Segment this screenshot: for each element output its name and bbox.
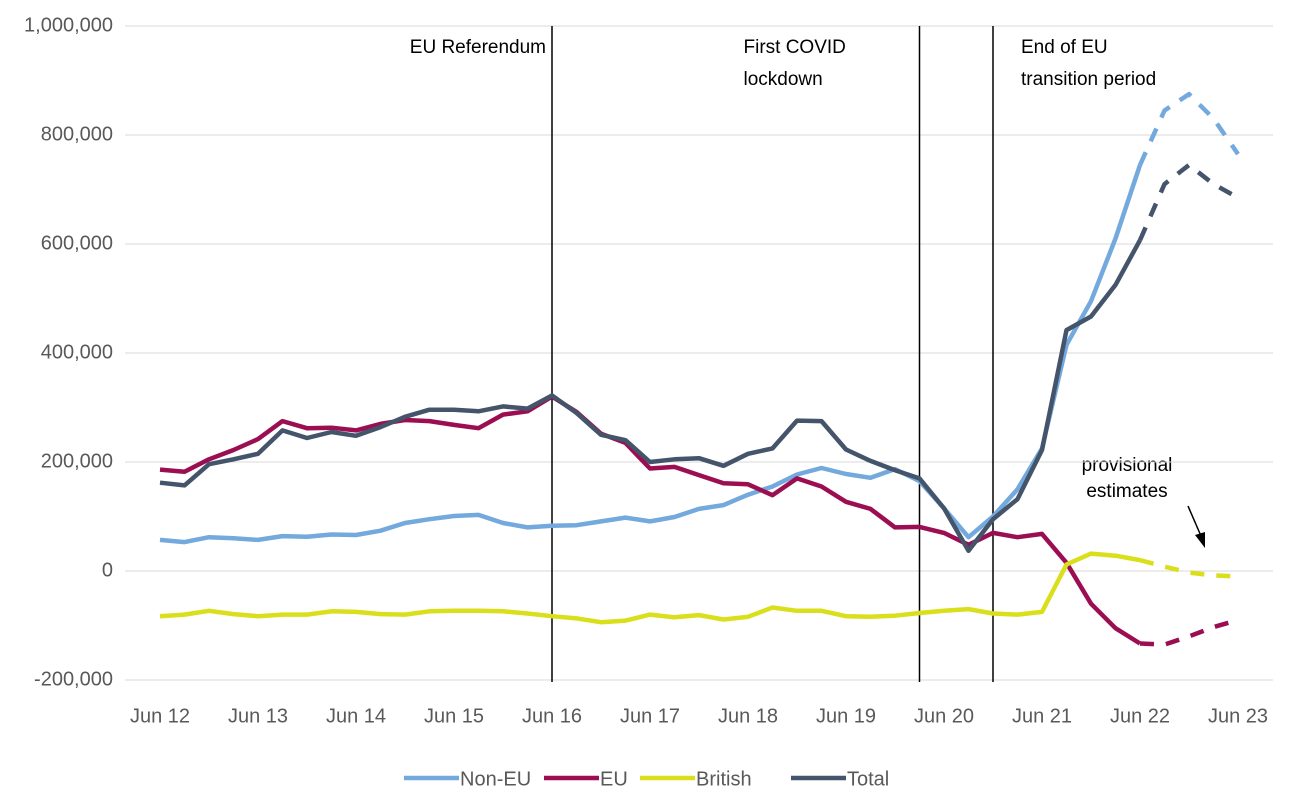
x-tick-label: Jun 23 — [1208, 705, 1268, 727]
event-label: transition period — [1021, 69, 1156, 90]
note-arrowhead — [1195, 532, 1205, 548]
series-line — [159, 239, 1142, 554]
event-label: lockdown — [744, 69, 823, 90]
y-tick-label: 600,000 — [41, 232, 113, 254]
legend-label: EU — [600, 768, 628, 790]
series-line — [159, 164, 1143, 545]
provisional-note: provisional estimates — [1082, 455, 1205, 548]
legend-label: Total — [847, 768, 889, 790]
y-tick-label: -200,000 — [34, 668, 113, 690]
legend-label: British — [696, 768, 752, 790]
x-tick-label: Jun 19 — [816, 705, 876, 727]
x-tick-label: Jun 12 — [130, 705, 190, 727]
x-tick-label: Jun 16 — [522, 705, 582, 727]
event-label: First COVID — [744, 37, 846, 58]
grid — [125, 25, 1273, 681]
y-tick-label: 200,000 — [41, 450, 113, 472]
y-tick-label: 800,000 — [41, 123, 113, 145]
y-tick-label: 400,000 — [41, 341, 113, 363]
series-line — [159, 551, 1141, 625]
event-label: EU Referendum — [410, 37, 546, 58]
x-tick-label: Jun 13 — [228, 705, 288, 727]
series-line — [1139, 617, 1239, 647]
legend-label: Non-EU — [460, 768, 531, 790]
y-tick-label: 1,000,000 — [24, 14, 113, 36]
note-text: provisional — [1082, 455, 1173, 476]
series-line — [1137, 91, 1240, 166]
note-text: estimates — [1086, 481, 1167, 502]
note-arrow — [1187, 505, 1202, 537]
x-tick-label: Jun 22 — [1110, 705, 1170, 727]
x-tick-label: Jun 21 — [1012, 705, 1072, 727]
series-line — [1139, 557, 1239, 579]
x-tick-label: Jun 17 — [620, 705, 680, 727]
x-tick-label: Jun 20 — [914, 705, 974, 727]
y-tick-label: 0 — [102, 559, 113, 581]
x-tick-label: Jun 15 — [424, 705, 484, 727]
event-label: End of EU — [1021, 37, 1108, 58]
x-tick-label: Jun 14 — [326, 705, 386, 727]
series-line — [1137, 162, 1240, 242]
x-tick-label: Jun 18 — [718, 705, 778, 727]
